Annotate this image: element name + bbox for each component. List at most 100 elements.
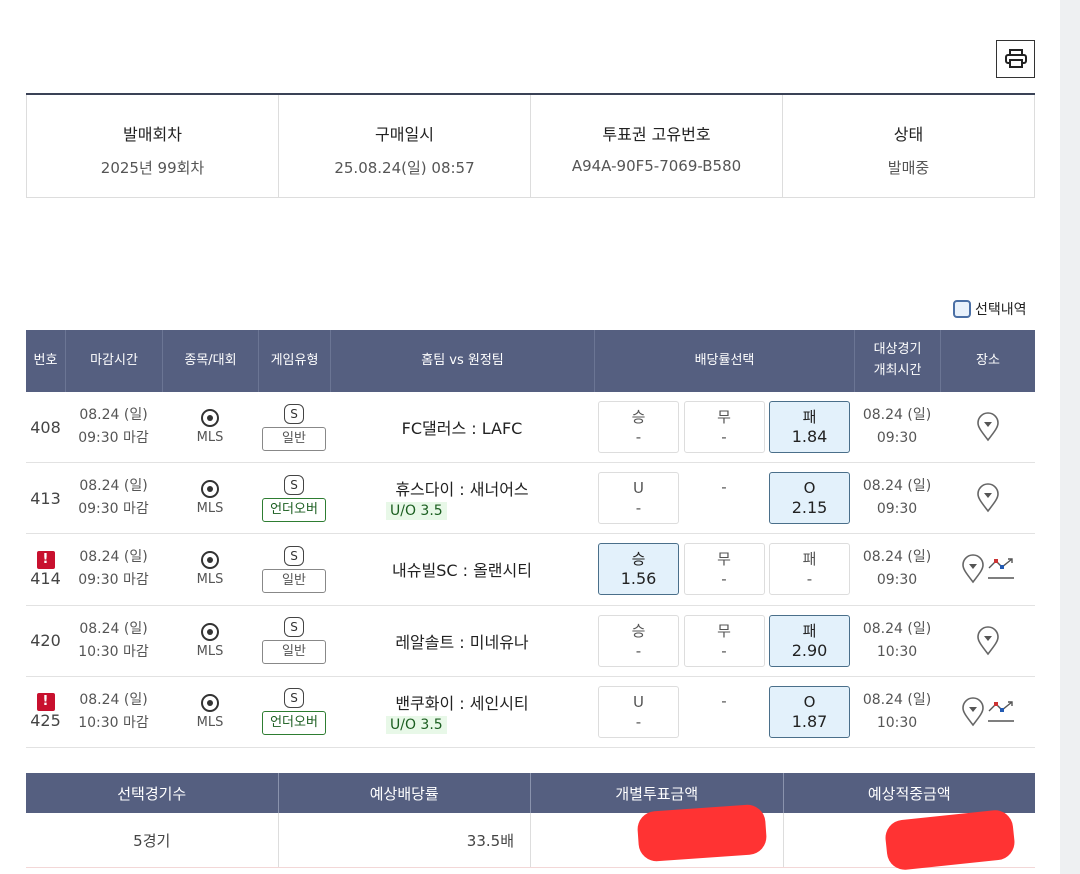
kickoff-time: 10:30 xyxy=(876,714,918,731)
odds-button[interactable]: 무- xyxy=(683,614,765,667)
odds-value: - xyxy=(721,478,727,497)
print-button[interactable] xyxy=(996,40,1035,78)
teams: 내슈빌SC : 올랜시티 xyxy=(392,561,532,581)
single-icon: S xyxy=(284,688,304,709)
info-label: 구매일시 xyxy=(375,125,434,144)
odds-value: - xyxy=(635,428,642,447)
info-label: 상태 xyxy=(893,125,924,144)
odds-button[interactable]: 패- xyxy=(769,543,850,596)
odds-button[interactable]: 무- xyxy=(683,543,765,596)
kickoff-date: 08.24 (일) xyxy=(862,691,932,708)
odds-value: 1.56 xyxy=(620,569,657,589)
teams: 레알솔트 : 미네유나 xyxy=(395,632,529,652)
game-type: 일반 xyxy=(262,426,326,451)
odds-button[interactable]: 승 1.56 xyxy=(598,543,679,596)
odds-trend-icon[interactable] xyxy=(987,699,1015,725)
odds-label: 승 xyxy=(631,408,646,427)
odds-button[interactable]: U- xyxy=(598,685,679,738)
odds-button[interactable]: 패 2.90 xyxy=(769,614,850,667)
printer-icon xyxy=(1004,49,1027,68)
checkbox[interactable] xyxy=(953,300,971,318)
odds-value: - xyxy=(635,712,642,731)
odds-label: 패 xyxy=(802,621,817,640)
single-icon: S xyxy=(284,617,304,638)
odds-value: - xyxy=(721,691,727,710)
odds-value: 1.87 xyxy=(791,711,828,731)
odds-value: - xyxy=(721,641,727,660)
kickoff-time: 09:30 xyxy=(876,501,918,518)
info-cell: 투표권 고유번호 A94A-90F5-7069-B580 xyxy=(530,95,782,197)
odds-trend-icon[interactable] xyxy=(987,556,1015,582)
expected-odds: 33.5배 xyxy=(277,813,531,867)
column-header: 종목/대회 xyxy=(162,330,258,392)
match-number: 425 xyxy=(30,711,61,731)
odds-value: - xyxy=(806,570,813,589)
column-header: 번호 xyxy=(33,352,58,368)
close-time: 09:30 마감 xyxy=(78,501,149,518)
odds-value: - xyxy=(721,570,727,589)
odds-group: U - - O 2.15 xyxy=(594,472,854,525)
summary-header: 개별투표금액 xyxy=(530,773,783,813)
selection-label: 선택내역 xyxy=(975,302,1027,318)
table-header: 번호 마감시간 종목/대회 게임유형 홈팀 vs 원정팀 배당률선택 대상경기 개최시간 장소 xyxy=(26,330,1035,392)
odds-label: 승 xyxy=(631,550,646,569)
odds-value: 1.84 xyxy=(791,427,828,447)
soccer-ball-icon xyxy=(201,480,219,499)
game-type: 일반 xyxy=(262,640,326,665)
info-cell: 발매회차 2025년 99회차 xyxy=(26,95,278,197)
kickoff-date: 08.24 (일) xyxy=(862,620,932,637)
kickoff-time: 09:30 xyxy=(876,572,918,589)
game-type: 언더오버 xyxy=(262,711,326,736)
close-date: 08.24 (일) xyxy=(79,478,148,495)
single-icon: S xyxy=(284,474,304,495)
location-pin-icon[interactable] xyxy=(976,412,1000,442)
info-cell: 구매일시 25.08.24(일) 08:57 xyxy=(278,95,530,197)
odds-label: 승 xyxy=(631,621,646,640)
scrollbar[interactable] xyxy=(1060,0,1080,874)
odds-value: 2.90 xyxy=(791,640,828,660)
odds-button[interactable]: U- xyxy=(598,472,679,525)
close-date: 08.24 (일) xyxy=(79,549,148,566)
info-value: 2025년 99회차 xyxy=(100,159,205,177)
close-date: 08.24 (일) xyxy=(79,407,148,424)
single-icon: S xyxy=(284,545,304,566)
kickoff-time: 09:30 xyxy=(876,430,918,447)
odds-button[interactable]: O 1.87 xyxy=(769,685,850,738)
odds-value: - xyxy=(635,641,642,660)
info-value: 25.08.24(일) 08:57 xyxy=(334,159,475,177)
odds-button[interactable]: 승- xyxy=(598,614,679,667)
location-pin-icon[interactable] xyxy=(976,625,1000,656)
table-row: ! 425 08.24 (일) 10:30 마감 MLS S 언더오버 밴쿠화이 : … xyxy=(26,677,1035,748)
close-time: 10:30 마감 xyxy=(78,643,149,660)
location-pin-icon[interactable] xyxy=(976,483,1000,513)
odds-label: 무 xyxy=(717,408,731,427)
table-row: 413 08.24 (일) 09:30 마감 MLS S 언더오버 휴스다이 : 새… xyxy=(26,463,1035,535)
odds-button[interactable]: 무- xyxy=(683,401,765,454)
ticket-info: 발매회차 2025년 99회차 구매일시 25.08.24(일) 08:57 투표권 고… xyxy=(26,93,1035,198)
info-value: 발매중 xyxy=(887,159,930,177)
redaction-mark xyxy=(636,803,768,863)
match-table: 번호 마감시간 종목/대회 게임유형 홈팀 vs 원정팀 배당률선택 대상경기 개최시간 장소… xyxy=(26,330,1035,748)
handicap-line: U/O 3.5 xyxy=(386,502,447,521)
odds-button[interactable]: O 2.15 xyxy=(769,472,850,525)
soccer-ball-icon xyxy=(201,409,219,428)
odds-label: 무 xyxy=(717,621,731,640)
selection-toggle[interactable]: 선택내역 xyxy=(953,299,1027,319)
location-pin-icon[interactable] xyxy=(961,697,985,727)
odds-button[interactable]: 패 1.84 xyxy=(769,401,850,454)
odds-button[interactable]: 승- xyxy=(598,401,679,454)
single-icon: S xyxy=(284,403,304,424)
league: MLS xyxy=(196,572,224,588)
odds-label: 패 xyxy=(802,408,817,427)
handicap-line: U/O 3.5 xyxy=(386,715,447,734)
kickoff-date: 08.24 (일) xyxy=(862,478,932,495)
kickoff-time: 10:30 xyxy=(876,643,918,660)
odds-label: O xyxy=(803,692,816,711)
location-pin-icon[interactable] xyxy=(961,554,985,584)
kickoff-date: 08.24 (일) xyxy=(862,407,932,424)
close-time: 09:30 마감 xyxy=(78,572,149,589)
odds-button[interactable]: - xyxy=(684,472,765,524)
odds-button[interactable]: - xyxy=(684,686,765,738)
column-header: 장소 xyxy=(940,330,1035,392)
expected-payout xyxy=(782,813,1036,867)
